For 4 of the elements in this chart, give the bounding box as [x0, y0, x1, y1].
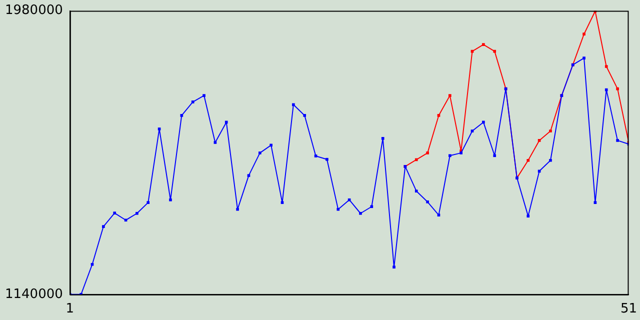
x-tick-label: 1 [66, 302, 74, 317]
y-tick-label: 1980000 [4, 3, 63, 18]
x-tick-label: 51 [620, 302, 637, 317]
y-tick-label: 1140000 [4, 286, 63, 302]
